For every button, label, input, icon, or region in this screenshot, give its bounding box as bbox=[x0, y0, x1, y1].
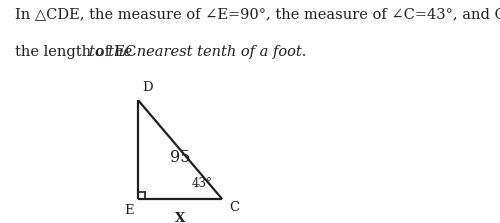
Text: 95: 95 bbox=[170, 149, 191, 167]
Text: In △CDE, the measure of ∠E=90°, the measure of ∠C=43°, and CD = 95 feet. Find: In △CDE, the measure of ∠E=90°, the meas… bbox=[15, 7, 500, 21]
Text: E: E bbox=[124, 204, 134, 217]
Text: to the nearest tenth of a foot.: to the nearest tenth of a foot. bbox=[89, 45, 306, 59]
Text: X: X bbox=[175, 212, 186, 223]
Text: 43°: 43° bbox=[192, 177, 213, 190]
Text: the length of EC: the length of EC bbox=[15, 45, 141, 59]
Text: C: C bbox=[229, 201, 239, 214]
Text: D: D bbox=[142, 81, 153, 94]
